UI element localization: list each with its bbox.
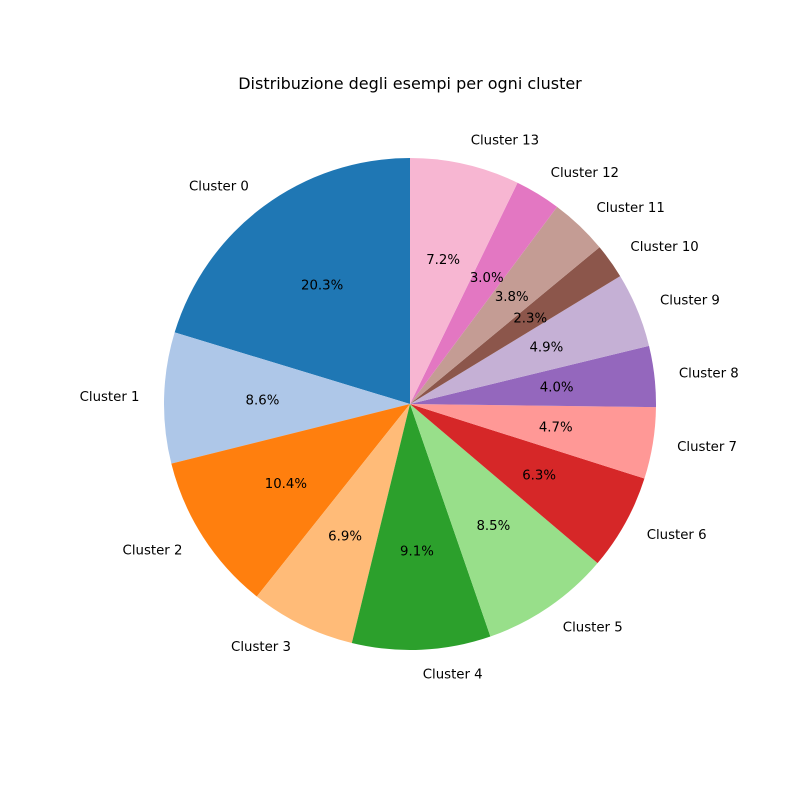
slice-label-2: Cluster 2	[123, 543, 183, 558]
pie-slice-1	[164, 332, 410, 464]
pie-slice-3	[256, 404, 410, 644]
pie-slice-12	[410, 182, 558, 404]
slice-label-4: Cluster 4	[423, 667, 483, 682]
pie-slice-4	[351, 404, 491, 650]
slice-percent-9: 4.9%	[529, 341, 563, 356]
slice-label-12: Cluster 12	[551, 166, 619, 181]
pie-slice-0	[174, 158, 410, 404]
slice-label-8: Cluster 8	[679, 366, 739, 381]
slice-percent-3: 6.9%	[328, 530, 362, 545]
slice-label-13: Cluster 13	[471, 133, 539, 148]
slice-label-1: Cluster 1	[80, 390, 140, 405]
slice-percent-8: 4.0%	[540, 380, 574, 395]
pie-slice-7	[410, 404, 656, 479]
pie-slice-11	[410, 206, 600, 404]
slice-percent-7: 4.7%	[539, 421, 573, 436]
slice-percent-5: 8.5%	[476, 519, 510, 534]
pie-slice-10	[410, 247, 621, 404]
slice-label-9: Cluster 9	[660, 293, 720, 308]
slice-percent-6: 6.3%	[522, 469, 556, 484]
slice-percent-4: 9.1%	[400, 544, 434, 559]
chart-title: Distribuzione degli esempi per ogni clus…	[238, 74, 582, 93]
slice-label-11: Cluster 11	[596, 201, 664, 216]
pie-slice-13	[410, 158, 518, 404]
pie-labels: Cluster 0 Cluster 1 Cluster 2 Cluster 3 Clus…	[80, 133, 739, 682]
slice-percent-0: 20.3%	[301, 278, 343, 293]
slice-label-0: Cluster 0	[189, 180, 249, 195]
slice-label-7: Cluster 7	[677, 440, 737, 455]
pie-slice-8	[410, 345, 656, 408]
slice-percent-2: 10.4%	[265, 477, 307, 492]
pie-slice-6	[410, 404, 645, 564]
slice-label-6: Cluster 6	[647, 528, 707, 543]
slice-label-5: Cluster 5	[563, 620, 623, 635]
slice-label-3: Cluster 3	[231, 640, 291, 655]
pie-slice-9	[410, 276, 650, 404]
slice-percent-1: 8.6%	[246, 393, 280, 408]
pie-percent-labels: 20.3% 8.6% 10.4% 6.9% 9.1% 8.5% 6.3% 4.7% 4.0% 4.…	[246, 253, 574, 559]
slice-percent-10: 2.3%	[513, 311, 547, 326]
slice-percent-12: 3.0%	[470, 271, 504, 286]
pie-slice-5	[410, 404, 598, 637]
pie-slices	[164, 158, 656, 650]
slice-percent-11: 3.8%	[495, 290, 529, 305]
slice-percent-13: 7.2%	[426, 253, 460, 268]
pie-slice-2	[171, 404, 410, 597]
slice-label-10: Cluster 10	[630, 240, 698, 255]
